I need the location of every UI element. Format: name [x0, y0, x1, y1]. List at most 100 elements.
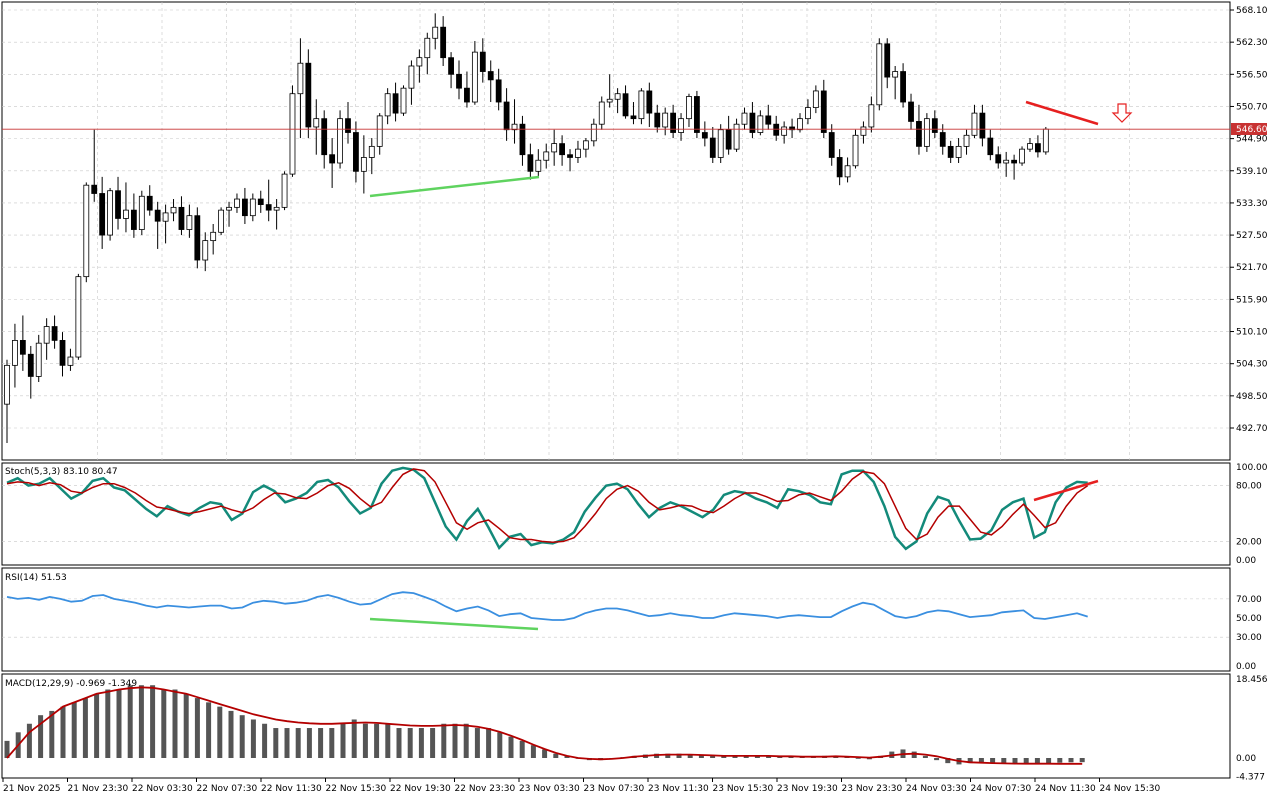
rsi-panel[interactable] — [1, 567, 1231, 672]
macd-bar — [239, 715, 245, 758]
main-panel[interactable] — [1, 1, 1231, 461]
price-tick-label: 568.10 — [1236, 6, 1268, 16]
candle-body — [1027, 143, 1033, 150]
candle-body — [987, 137, 994, 156]
macd-bar — [530, 745, 536, 758]
macd-bar — [318, 728, 324, 758]
candle-body — [868, 104, 875, 128]
candle-body — [884, 43, 891, 78]
candle-body — [963, 134, 970, 147]
candle-body — [852, 134, 859, 167]
price-tick-label: 527.50 — [1236, 231, 1268, 241]
macd-bar — [665, 753, 671, 758]
candle-body — [265, 204, 272, 211]
candle-body — [273, 206, 280, 211]
rsi-tick-label: 0.00 — [1236, 662, 1256, 672]
macd-bar — [228, 710, 234, 758]
candle-body — [408, 65, 415, 89]
stoch-tick-label: 80.00 — [1236, 482, 1262, 492]
price-tick-label: 550.70 — [1236, 102, 1268, 112]
macd-bar — [698, 755, 704, 758]
candle-body — [313, 118, 320, 128]
candle-body — [479, 51, 486, 72]
candle-body — [511, 123, 518, 131]
candle-body — [527, 154, 534, 172]
rsi-divergence-line — [369, 617, 539, 631]
candle-body — [916, 121, 922, 147]
time-label: 24 Nov 11:30 — [1035, 784, 1096, 794]
candle-body — [844, 165, 851, 178]
macd-bar — [463, 723, 469, 758]
candle-body — [329, 154, 336, 164]
candle-body — [670, 112, 677, 133]
candle-body — [170, 206, 177, 214]
candle-body — [43, 326, 50, 344]
time-label: 23 Nov 03:30 — [519, 784, 580, 794]
time-label: 22 Nov 23:30 — [455, 784, 516, 794]
macd-bar — [1034, 758, 1040, 764]
macd-bar — [94, 693, 100, 758]
macd-bar — [4, 740, 10, 758]
candle-body — [709, 137, 716, 158]
candle-body — [701, 132, 708, 139]
candle-body — [59, 340, 66, 366]
price-tick-label: 515.90 — [1236, 295, 1268, 305]
macd-bar — [1046, 758, 1052, 764]
candle-body — [812, 90, 819, 108]
macd-bar — [1012, 758, 1018, 764]
candle-body — [797, 118, 803, 131]
candle-body — [582, 140, 589, 150]
time-label: 23 Nov 11:30 — [648, 784, 709, 794]
candle-body — [678, 118, 684, 133]
candle-body — [27, 353, 34, 377]
bearish-divergence-line — [1025, 100, 1099, 126]
macd-bar — [60, 706, 66, 758]
stoch-panel[interactable] — [1, 462, 1231, 566]
candle-body — [130, 209, 137, 230]
candle-body — [321, 118, 328, 156]
stoch-main-line — [6, 466, 1088, 551]
rsi-tick-label: 70.00 — [1236, 595, 1262, 605]
macd-bar — [441, 723, 447, 758]
sell-arrow-icon — [1111, 103, 1133, 123]
macd-bar — [452, 723, 458, 758]
candle-body — [931, 118, 938, 133]
candle-body — [567, 154, 573, 158]
time-label: 22 Nov 11:30 — [261, 784, 322, 794]
macd-bar — [351, 719, 357, 758]
candle-body — [900, 71, 906, 103]
macd-bar — [161, 689, 167, 758]
macd-bar — [172, 689, 178, 758]
candle-body — [598, 101, 605, 125]
candle-body — [781, 126, 788, 136]
macd-bar — [116, 689, 122, 758]
stoch-tick-label: 100.00 — [1236, 463, 1268, 473]
macd-bar — [1079, 758, 1085, 763]
candle-body — [305, 62, 312, 128]
candle-body — [749, 112, 756, 133]
candle-body — [297, 62, 304, 95]
grid-lines — [2, 2, 1230, 638]
candle-body — [1019, 148, 1025, 164]
candle-body — [12, 340, 18, 366]
candle-body — [947, 145, 954, 158]
candle-body — [218, 209, 225, 233]
macd-label: MACD(12,29,9) -0.969 -1.349 — [5, 679, 137, 689]
bullish-divergence-line — [369, 175, 540, 198]
macd-bar — [183, 693, 189, 758]
candle-body — [154, 209, 161, 222]
candle-body — [178, 206, 185, 230]
stoch-signal-line — [6, 468, 1089, 544]
candle-body — [789, 126, 795, 131]
macd-bar — [385, 723, 391, 758]
macd-bar — [866, 758, 872, 760]
candles — [4, 13, 1085, 765]
candle-body — [345, 118, 351, 133]
candle-body — [368, 145, 375, 158]
candle-body — [448, 57, 454, 75]
candle-body — [337, 118, 343, 164]
candle-body — [757, 115, 764, 133]
macd-bar — [194, 698, 200, 758]
candle-body — [83, 184, 90, 278]
